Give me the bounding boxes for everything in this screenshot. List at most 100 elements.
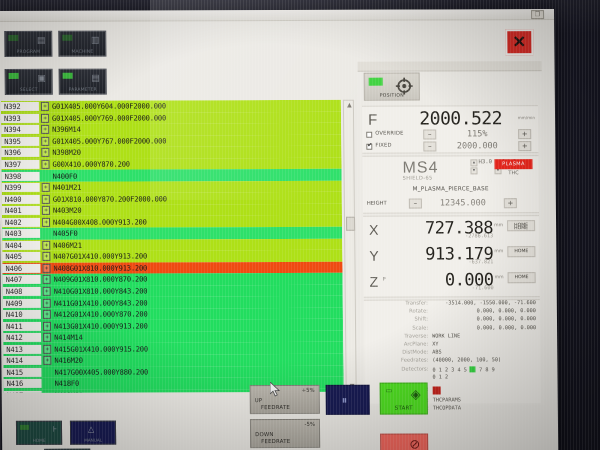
gcode-row-text: N416M20 [54, 355, 83, 366]
height-decrement-button[interactable]: – [408, 198, 422, 209]
gcode-expand-icon[interactable]: + [40, 206, 52, 216]
pause-icon: ⏸ [341, 393, 348, 407]
gcode-row-number: N405 [2, 252, 41, 262]
gcode-expand-icon[interactable]: + [41, 286, 53, 296]
gcode-expand-icon[interactable]: + [41, 275, 53, 285]
toolbar-button-program[interactable]: ▤ PROGRAM [4, 30, 53, 57]
down-feedrate-button[interactable]: -5% DOWN FEEDRATE [249, 418, 321, 449]
override-increment-button[interactable]: + [518, 129, 532, 140]
gcode-expand-icon[interactable]: + [39, 113, 51, 123]
axis-z-home-button[interactable]: HOME [507, 272, 536, 284]
up-feedrate-button[interactable]: +5% UP FEEDRATE [249, 384, 320, 415]
axis-x-home-label2: HOME [514, 226, 529, 232]
gcode-expand-icon[interactable]: + [41, 309, 53, 319]
feedrate-override-row: OVERRIDE – 115% + [366, 129, 534, 142]
close-button[interactable]: ✕ [505, 29, 534, 56]
gcode-expand-icon[interactable]: + [39, 125, 51, 135]
gcode-row-number: N401 [1, 206, 40, 216]
gcode-row-text: N413G01X410.000Y913.200 [53, 321, 148, 331]
gcode-row-text: G01X405.000Y604.000F2000.000 [51, 101, 166, 112]
control-tabstrip [357, 61, 542, 72]
manual-pad-button[interactable]: △ MANUAL [69, 420, 117, 445]
status-row-value: 0.000, 0.000, 0.000 [476, 316, 537, 323]
gcode-row-text: N403M20 [52, 205, 82, 215]
gcode-row-number: N404 [2, 240, 41, 250]
gcode-scrollbar[interactable]: ▲ ▼ [342, 99, 357, 392]
axis-y-machine-value: -637.821 [468, 259, 494, 266]
gcode-row-number: N397 [1, 159, 40, 169]
gcode-expand-icon[interactable]: + [40, 182, 52, 192]
thc-opdata-value: THCOPDATA [432, 405, 461, 412]
gcode-expand-icon[interactable]: + [40, 217, 52, 227]
height-label: HEIGHT [366, 200, 387, 207]
gcode-expand-icon[interactable]: + [41, 356, 53, 366]
gcode-expand-icon[interactable]: + [40, 263, 52, 273]
gcode-row-number: N410 [2, 309, 41, 320]
gcode-row-number: N412 [3, 333, 42, 343]
axis-y-home-button[interactable]: HOME [507, 246, 536, 258]
tool-h-value: H3.0 [478, 159, 492, 166]
stop-button[interactable]: ⊘ STOP [380, 433, 429, 450]
gcode-expand-icon[interactable]: + [40, 252, 52, 262]
gcode-expand-icon[interactable]: + [39, 148, 51, 158]
toolbar-button-parameter[interactable]: ▤ PARAMETER [58, 68, 107, 95]
down-feedrate-line2: FEEDRATE [261, 438, 291, 446]
gcode-row-text: N410G01X810.000Y843.200 [53, 286, 148, 296]
start-button[interactable]: ▭ ◈ START [379, 382, 428, 415]
fixed-checkbox[interactable] [366, 143, 373, 150]
gcode-row-text: G01X405.000Y769.000F2000.000 [51, 113, 167, 123]
fixed-label: FIXED [375, 142, 392, 149]
pause-button[interactable]: ⏸ [325, 384, 370, 415]
up-feedrate-line1: UP [254, 398, 263, 405]
tab-position[interactable]: POSITION [363, 72, 420, 101]
gcode-row-number: N413 [3, 344, 42, 354]
height-increment-button[interactable]: + [503, 198, 517, 209]
down-feedrate-percent: -5% [304, 421, 316, 428]
manual-pad-icon: △ [87, 424, 95, 434]
axis-z-unit: mm [494, 275, 504, 281]
feedrate-letter: F [367, 111, 378, 129]
status-row-key: Feedrates: [400, 357, 429, 364]
fixed-increment-button[interactable]: + [518, 141, 532, 152]
gcode-expand-icon[interactable]: + [39, 159, 51, 169]
gcode-expand-icon[interactable]: + [41, 321, 53, 331]
gcode-row-text: N411G01X410.000Y843.200 [53, 298, 148, 308]
pierce-profile-name: M_PLASMA_PIERCE_BASE [412, 186, 489, 193]
toolbar-button-select[interactable]: ▣ SELECT [4, 68, 53, 95]
h-increment-icon[interactable]: ▾ [470, 167, 478, 175]
select-led-icon [8, 72, 19, 79]
tool-subname: SHIELD-65 [402, 175, 433, 182]
toolbar-button-machine[interactable]: ▥ MACHINE [58, 30, 107, 57]
up-feedrate-line2: FEEDRATE [260, 404, 291, 412]
machine-icon: ▥ [90, 35, 100, 46]
gcode-expand-icon[interactable]: + [40, 194, 52, 204]
axis-row-y: Y 913.179 mm -637.821 HOME [363, 244, 539, 271]
gcode-row-number: N417 [3, 390, 42, 393]
gcode-scrollbar-thumb[interactable] [345, 216, 356, 231]
gcode-expand-icon[interactable]: + [41, 344, 53, 354]
scroll-up-icon[interactable]: ▲ [347, 101, 352, 109]
gcode-expand-icon[interactable]: + [39, 136, 51, 146]
gcode-row-number: N402 [1, 217, 41, 227]
gcode-expand-icon[interactable]: + [41, 298, 53, 308]
home-pad-button[interactable]: ⊦ HOME [15, 420, 63, 445]
toolbar-button-machine-label: MACHINE [71, 49, 94, 55]
gcode-expand-icon[interactable]: + [41, 333, 53, 343]
fixed-decrement-button[interactable]: – [423, 141, 437, 152]
home-pad-led-icon [19, 424, 30, 430]
restore-icon[interactable]: ❐ [531, 10, 545, 20]
gcode-expand-icon[interactable]: + [39, 102, 51, 112]
gcode-row-number: N400 [1, 194, 40, 204]
status-row-value: XY [432, 341, 439, 348]
override-decrement-button[interactable]: – [423, 129, 437, 140]
gcode-expand-icon[interactable]: + [40, 240, 52, 250]
gcode-program-list[interactable]: N392 + G01X405.000Y604.000F2000.000 N393 + G0… [0, 99, 344, 393]
gcode-row-number: N407 [2, 275, 41, 285]
gcode-row-number: N415 [3, 367, 42, 377]
override-checkbox[interactable] [366, 131, 373, 138]
window-titlebar [0, 9, 555, 22]
h-decrement-icon[interactable]: ▴ [470, 159, 478, 167]
feedrate-value: 2000.522 [419, 108, 503, 130]
gcode-row-number: N406 [2, 263, 41, 273]
